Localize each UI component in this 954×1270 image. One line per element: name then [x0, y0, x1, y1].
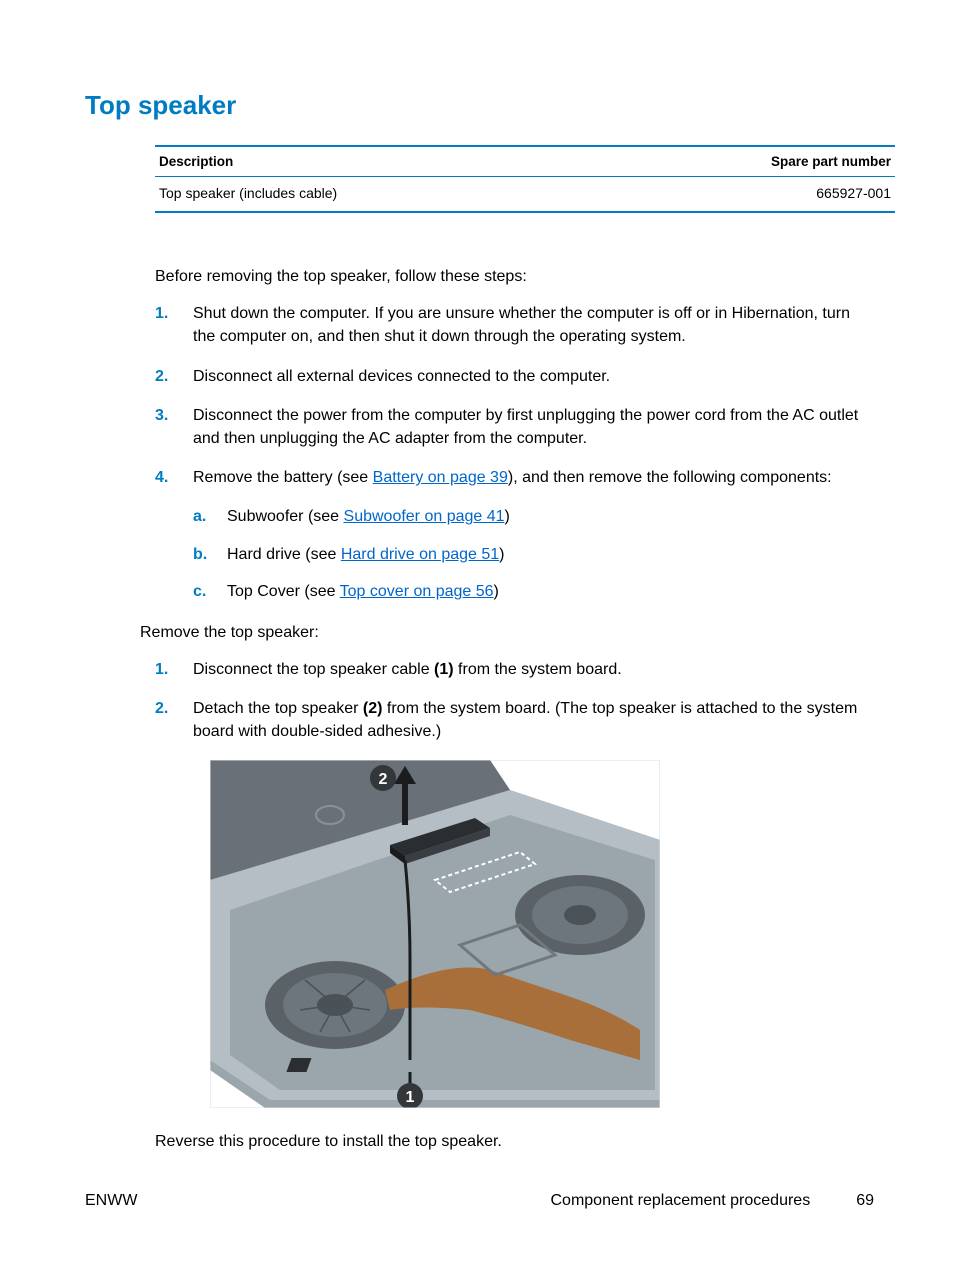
footer-section: Component replacement procedures	[551, 1192, 811, 1210]
list-item: 1. Disconnect the top speaker cable (1) …	[155, 658, 874, 681]
step-text: Disconnect the top speaker cable (1) fro…	[193, 658, 874, 681]
step-text-pre: Remove the battery (see	[193, 469, 373, 486]
list-item: a. Subwoofer (see Subwoofer on page 41)	[193, 505, 874, 528]
substep-text: Subwoofer (see Subwoofer on page 41)	[227, 505, 510, 528]
step-text-post: ), and then remove the following compone…	[508, 469, 832, 486]
harddrive-link[interactable]: Hard drive on page 51	[341, 546, 499, 563]
step-text: Remove the battery (see Battery on page …	[193, 466, 874, 489]
list-item: 3. Disconnect the power from the compute…	[155, 404, 874, 450]
fan-left-icon	[265, 961, 405, 1049]
fan-right-icon	[515, 875, 645, 955]
prep-steps-list: 1. Shut down the computer. If you are un…	[155, 302, 874, 603]
intro-text: Before removing the top speaker, follow …	[155, 265, 874, 288]
step-text: Shut down the computer. If you are unsur…	[193, 302, 874, 348]
substep-letter: b.	[193, 543, 227, 566]
page-footer: ENWW Component replacement procedures 69	[85, 1192, 874, 1210]
section-heading: Top speaker	[85, 90, 874, 121]
list-item: 2. Detach the top speaker (2) from the s…	[155, 697, 874, 743]
page-number: 69	[856, 1192, 874, 1210]
td-description: Top speaker (includes cable)	[159, 185, 337, 201]
removal-steps-list: 1. Disconnect the top speaker cable (1) …	[155, 658, 874, 744]
step-number: 4.	[155, 466, 193, 489]
parts-table: Description Spare part number Top speake…	[155, 145, 895, 213]
intro-text-2: Remove the top speaker:	[140, 621, 874, 644]
substep-text: Top Cover (see Top cover on page 56)	[227, 580, 499, 603]
step-number: 2.	[155, 697, 193, 743]
th-description: Description	[159, 154, 233, 169]
topcover-link[interactable]: Top cover on page 56	[340, 583, 494, 600]
step-number: 1.	[155, 658, 193, 681]
list-item: b. Hard drive (see Hard drive on page 51…	[193, 543, 874, 566]
figure: 2 1	[210, 760, 874, 1108]
callout-ref: (1)	[434, 661, 454, 678]
closing-text: Reverse this procedure to install the to…	[155, 1130, 874, 1153]
svg-text:2: 2	[379, 771, 388, 788]
sub-steps-list: a. Subwoofer (see Subwoofer on page 41) …	[193, 505, 874, 603]
footer-left: ENWW	[85, 1192, 137, 1210]
step-text: Disconnect the power from the computer b…	[193, 404, 874, 450]
top-speaker-diagram: 2 1	[210, 760, 660, 1108]
substep-text: Hard drive (see Hard drive on page 51)	[227, 543, 504, 566]
th-part-number: Spare part number	[771, 154, 891, 169]
substep-letter: c.	[193, 580, 227, 603]
list-item: c. Top Cover (see Top cover on page 56)	[193, 580, 874, 603]
subwoofer-link[interactable]: Subwoofer on page 41	[344, 508, 505, 525]
svg-text:1: 1	[406, 1089, 415, 1106]
step-text: Detach the top speaker (2) from the syst…	[193, 697, 874, 743]
step-text: Disconnect all external devices connecte…	[193, 365, 874, 388]
callout-ref: (2)	[363, 700, 383, 717]
td-part-number: 665927-001	[816, 185, 891, 201]
list-item: 4. Remove the battery (see Battery on pa…	[155, 466, 874, 489]
step-number: 1.	[155, 302, 193, 348]
list-item: 2. Disconnect all external devices conne…	[155, 365, 874, 388]
list-item: 1. Shut down the computer. If you are un…	[155, 302, 874, 348]
callout-2-icon: 2	[370, 765, 396, 791]
battery-link[interactable]: Battery on page 39	[373, 469, 508, 486]
step-number: 3.	[155, 404, 193, 450]
substep-letter: a.	[193, 505, 227, 528]
step-number: 2.	[155, 365, 193, 388]
